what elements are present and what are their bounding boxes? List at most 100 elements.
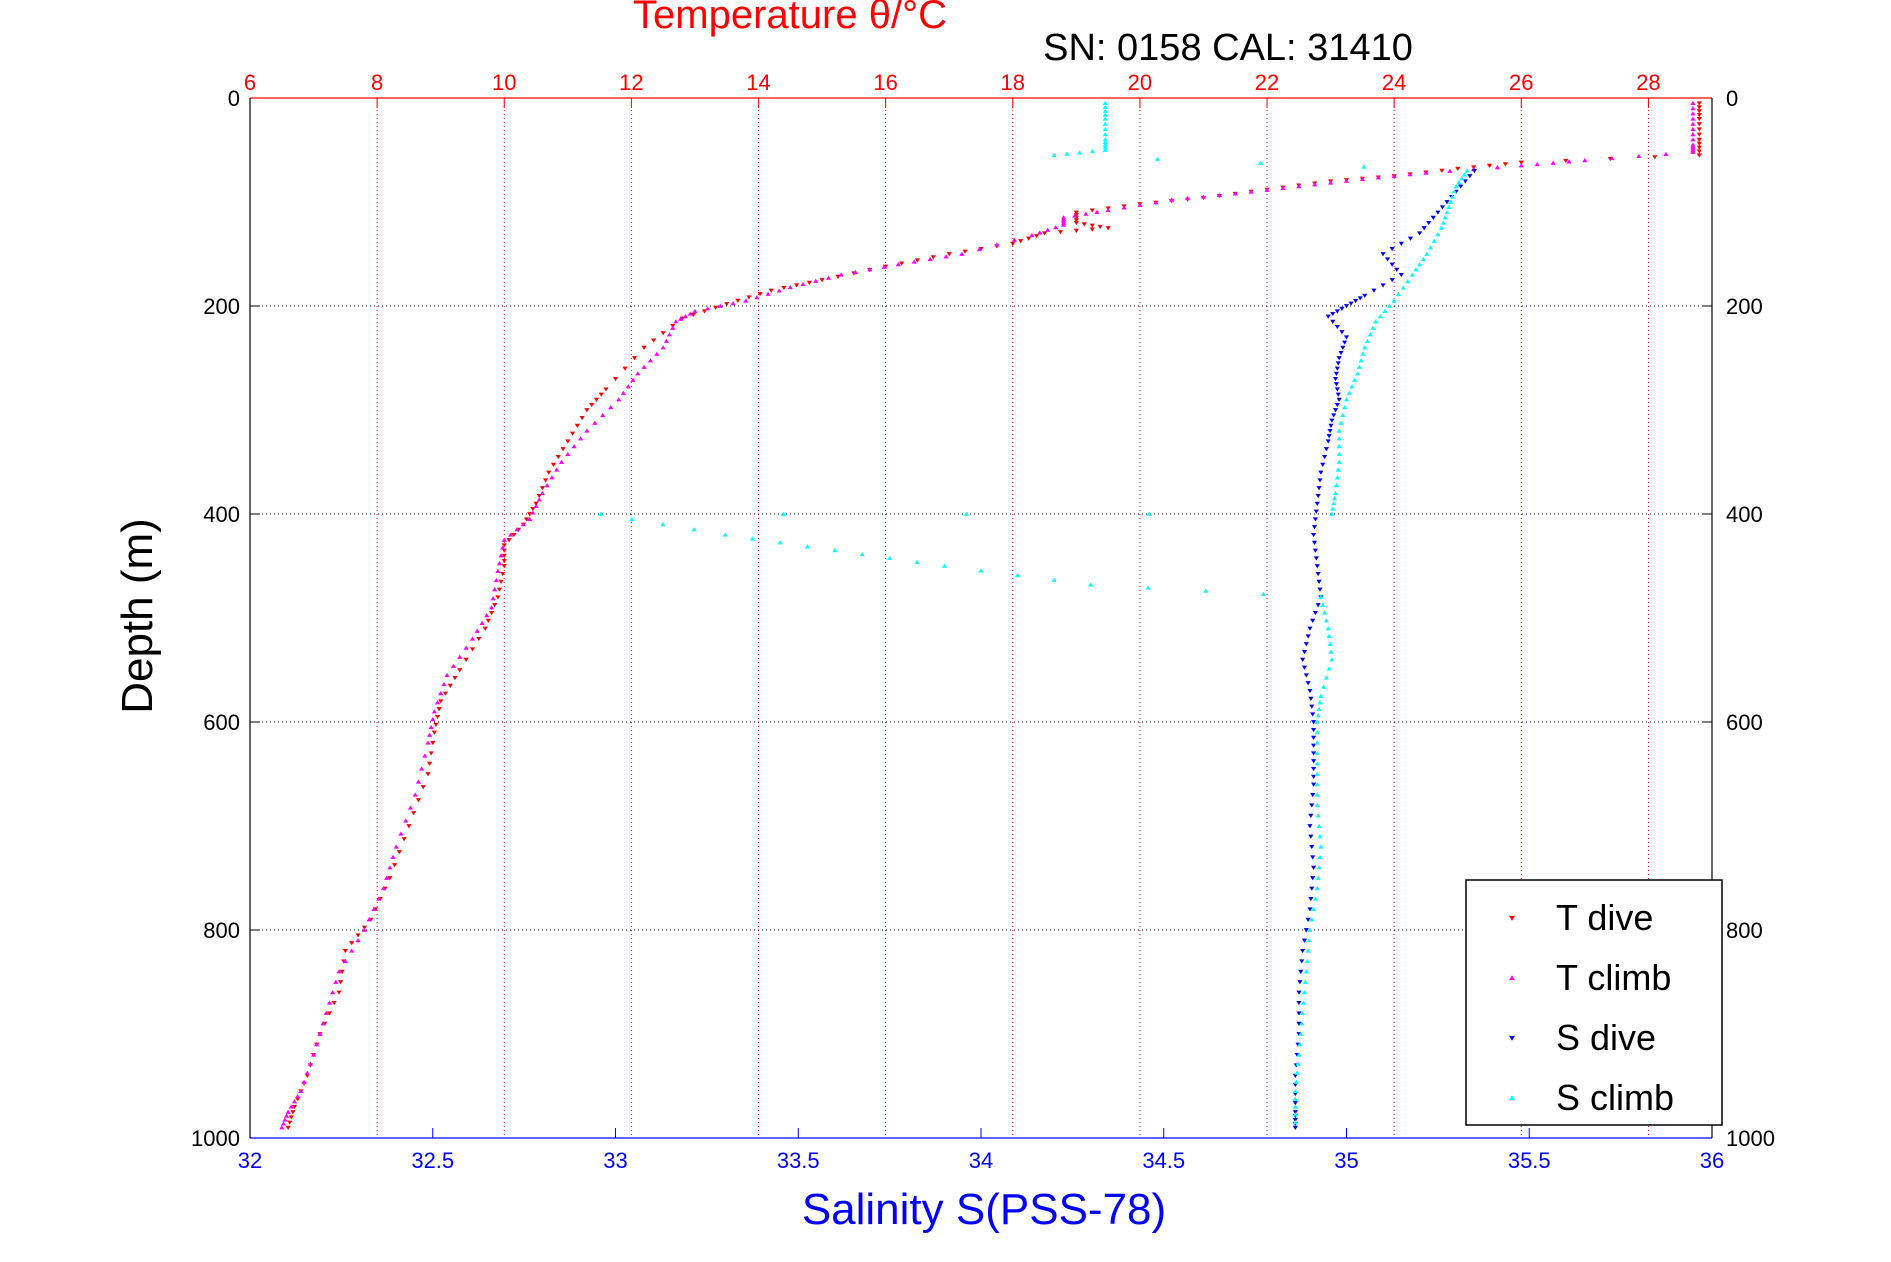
data-point [1311, 720, 1317, 725]
data-point [1317, 834, 1323, 839]
data-point [1696, 101, 1702, 106]
data-point [457, 654, 463, 659]
data-point [1321, 684, 1327, 689]
data-point [287, 1120, 293, 1125]
data-point [1353, 298, 1359, 304]
data-point [1292, 1110, 1298, 1115]
data-point [1318, 594, 1324, 600]
x-bottom-tick-label: 34.5 [1142, 1148, 1185, 1173]
data-point [1258, 160, 1264, 165]
data-point [1690, 149, 1696, 154]
data-point [1310, 855, 1316, 860]
data-point [1307, 907, 1313, 912]
data-point [976, 246, 983, 252]
data-point [1471, 168, 1478, 174]
data-point [539, 490, 545, 496]
data-point [349, 948, 355, 953]
x-bottom-tick-label: 33.5 [777, 1148, 820, 1173]
data-point [781, 511, 787, 516]
data-point [1314, 719, 1320, 724]
data-point [1102, 108, 1108, 113]
y-tick-label-right: 1000 [1726, 1126, 1775, 1151]
data-point [1305, 917, 1311, 922]
data-point [1356, 364, 1362, 369]
data-point [1294, 1070, 1300, 1075]
data-point [1073, 228, 1079, 233]
data-point [1444, 210, 1450, 215]
data-point [1083, 211, 1089, 216]
data-point [1299, 1021, 1305, 1026]
data-point [641, 345, 647, 350]
data-point [431, 730, 437, 735]
data-point [1311, 540, 1318, 545]
data-point [651, 338, 657, 343]
data-point [1034, 233, 1040, 239]
data-point [1102, 142, 1108, 147]
data-point [1314, 771, 1320, 776]
data-point [1690, 132, 1696, 137]
data-point [1329, 511, 1335, 516]
data-point [1349, 384, 1355, 389]
legend-box [1465, 879, 1723, 1126]
data-point [1690, 100, 1696, 106]
x-top-tick-label: 8 [371, 70, 383, 95]
y-tick-label-left: 200 [203, 294, 240, 319]
data-point [1029, 232, 1035, 238]
data-point [1102, 121, 1108, 126]
data-point [781, 285, 787, 291]
data-point [411, 811, 417, 816]
data-point [1444, 200, 1450, 205]
data-point [1295, 1061, 1301, 1066]
data-point [1121, 205, 1127, 210]
data-point [493, 577, 499, 583]
data-point [1045, 227, 1051, 232]
data-point [1311, 759, 1317, 764]
data-point [428, 751, 434, 756]
x-top-tick-label: 20 [1128, 70, 1152, 95]
data-point [1296, 184, 1302, 189]
data-point [749, 536, 756, 541]
data-point [407, 805, 414, 810]
data-point [625, 384, 631, 389]
data-point [1064, 151, 1070, 156]
data-point [1316, 486, 1322, 491]
data-point [914, 258, 921, 263]
data-point [426, 761, 433, 766]
data-point [1370, 325, 1376, 330]
data-point [1330, 506, 1336, 511]
data-point [1318, 470, 1324, 475]
data-point [1696, 127, 1702, 132]
y-tick-label-left: 400 [203, 502, 240, 527]
data-point [298, 1088, 304, 1094]
data-point [1459, 176, 1465, 181]
data-point [442, 691, 449, 696]
data-point [1442, 215, 1448, 220]
data-point [376, 896, 382, 901]
data-point [1377, 314, 1383, 319]
data-point [1424, 251, 1430, 256]
data-point [482, 626, 488, 631]
y-tick-label-right: 200 [1726, 294, 1763, 319]
data-point [387, 865, 393, 870]
data-point [887, 555, 893, 561]
data-point [620, 390, 627, 395]
data-point [859, 551, 865, 557]
data-point [1334, 402, 1340, 408]
data-point [390, 854, 396, 860]
x-top-tick-label: 18 [1001, 70, 1025, 95]
data-point [1296, 1021, 1302, 1026]
data-point [380, 886, 387, 891]
data-point [1314, 750, 1320, 756]
data-point [1690, 126, 1696, 132]
data-point [1333, 371, 1340, 376]
data-point [1313, 509, 1319, 514]
data-point [1336, 459, 1342, 464]
data-point [500, 571, 506, 577]
x-top-tick-label: 16 [873, 70, 897, 95]
data-point [565, 451, 571, 457]
data-point [527, 512, 533, 517]
data-point [330, 990, 336, 995]
data-point [1330, 311, 1336, 317]
data-point [746, 295, 752, 300]
data-point [1518, 160, 1524, 165]
